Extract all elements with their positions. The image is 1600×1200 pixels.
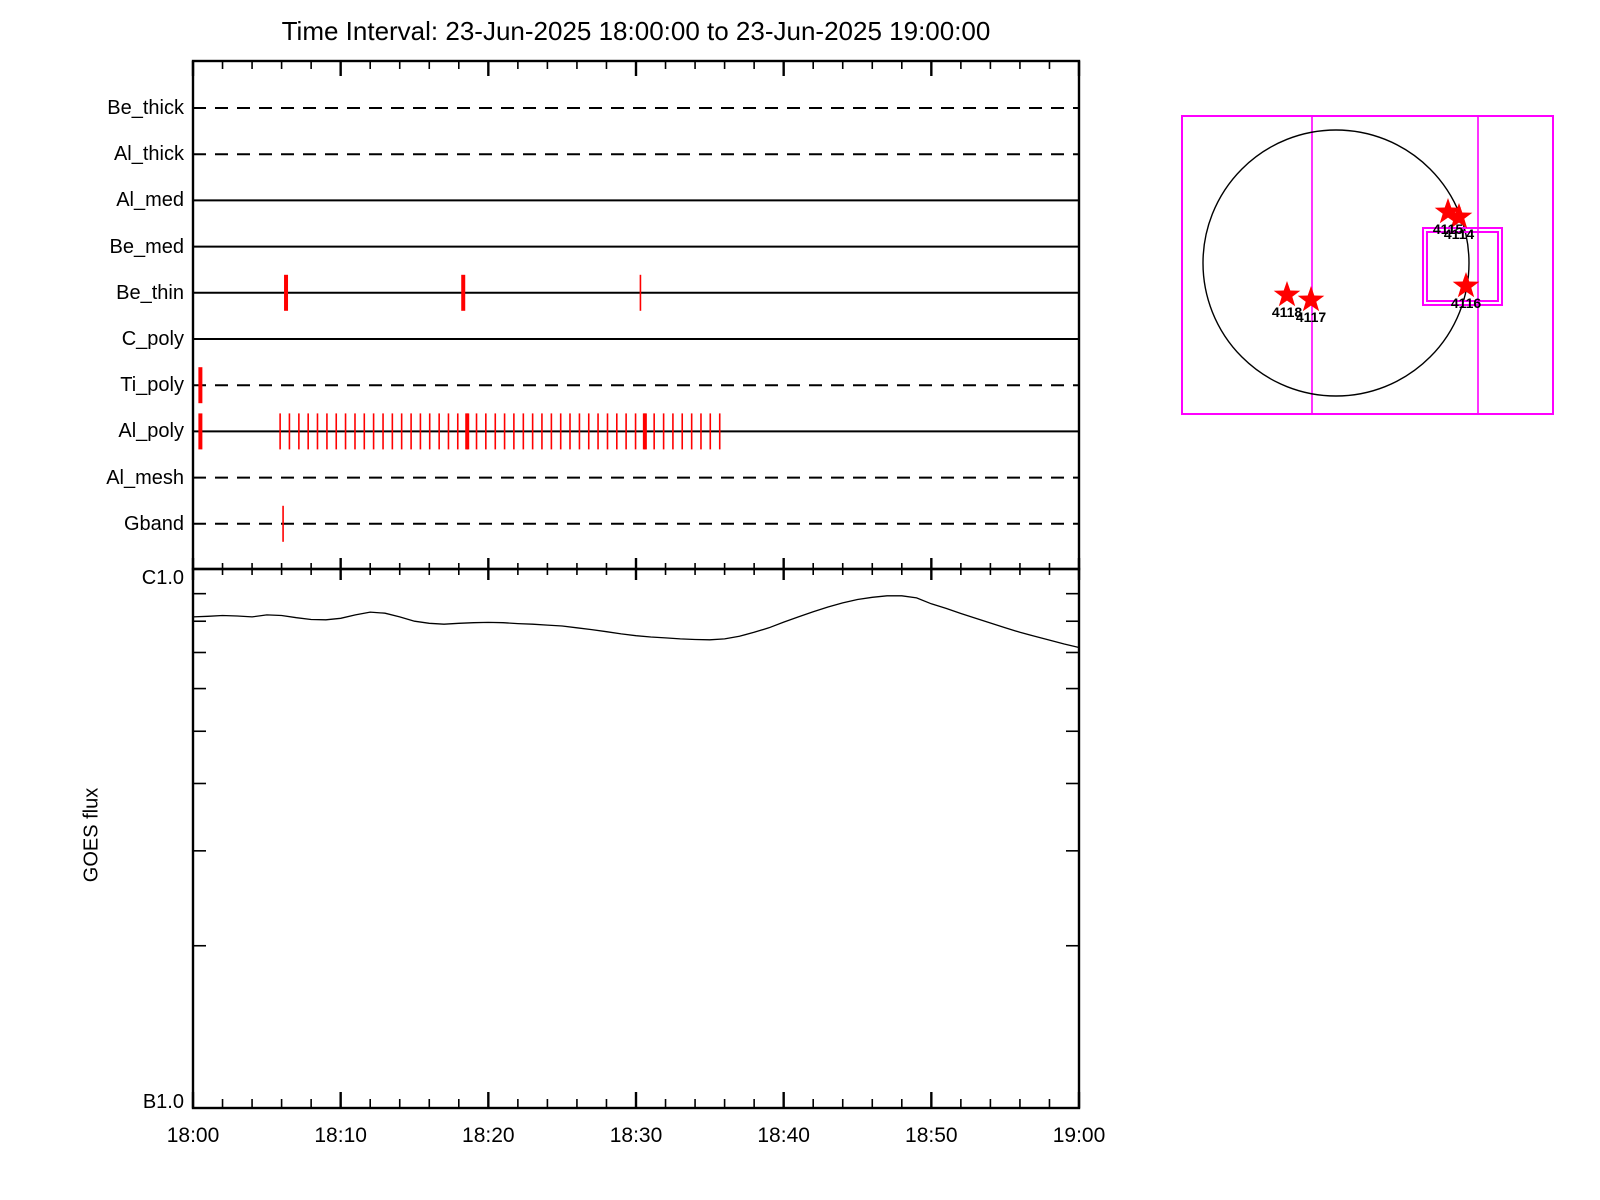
active-region-star-4114 xyxy=(1445,203,1473,229)
y-axis-top-label: C1.0 xyxy=(141,567,184,589)
active-region-star-4116 xyxy=(1452,272,1480,298)
filter-label-ti-poly: Ti_poly xyxy=(120,374,184,397)
active-region-label-4118: 4118 xyxy=(1271,304,1303,320)
filter-label-be-thick: Be_thick xyxy=(107,97,184,119)
goes-flux-curve xyxy=(192,595,1080,649)
y-axis-title: GOES flux xyxy=(80,787,103,883)
filter-label-be-med: Be_med xyxy=(109,235,185,258)
target-box-outer xyxy=(1422,227,1503,306)
x-tick-1900: 19:00 xyxy=(1052,1124,1106,1147)
active-region-label-4117: 4117 xyxy=(1295,309,1327,325)
timeline-panel-box xyxy=(191,59,1081,571)
goes-panel-box xyxy=(191,567,1081,1110)
page-title: Time Interval: 23-Jun-2025 18:00:00 to 2… xyxy=(281,16,991,46)
active-region-star-4118 xyxy=(1273,281,1301,307)
filter-label-al-mesh: Al_mesh xyxy=(106,466,184,489)
x-tick-1820: 18:20 xyxy=(462,1124,515,1147)
active-region-star-4117 xyxy=(1297,286,1325,312)
x-tick-1830: 18:30 xyxy=(609,1124,663,1147)
x-tick-1850: 18:50 xyxy=(905,1124,958,1147)
active-region-label-4114: 4114 xyxy=(1443,226,1475,242)
x-tick-1810: 18:10 xyxy=(314,1124,367,1147)
solar-limb-circle xyxy=(1202,129,1470,397)
filter-label-be-thin: Be_thin xyxy=(116,281,184,304)
filter-label-c-poly: C_poly xyxy=(121,328,184,350)
active-region-star-4115 xyxy=(1434,198,1462,224)
filter-label-al-med: Al_med xyxy=(116,189,184,212)
filter-label-al-poly: Al_poly xyxy=(118,420,184,443)
filter-label-gband: Gband xyxy=(123,512,184,535)
y-axis-bottom-label: B1.0 xyxy=(142,1091,184,1113)
active-region-label-4116: 4116 xyxy=(1450,295,1482,311)
target-box-inner xyxy=(1426,231,1499,302)
active-region-label-4115: 4115 xyxy=(1432,221,1464,237)
x-tick-1800: 18:00 xyxy=(166,1124,220,1147)
x-tick-1840: 18:40 xyxy=(757,1124,810,1147)
filter-label-al-thick: Al_thick xyxy=(113,143,184,166)
fov-outer-rect xyxy=(1181,115,1554,415)
